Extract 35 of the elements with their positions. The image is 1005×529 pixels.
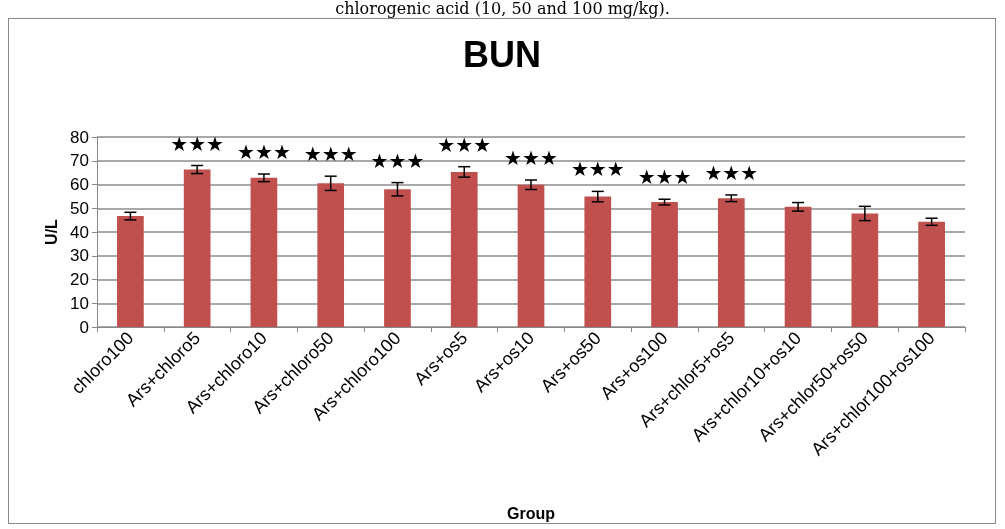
y-tick-label: 30 bbox=[70, 246, 89, 266]
bar bbox=[450, 171, 478, 327]
y-tick-label: 80 bbox=[70, 127, 89, 147]
y-tick-label: 70 bbox=[70, 151, 89, 171]
y-tick-label: 20 bbox=[70, 270, 89, 289]
y-tick-label: 40 bbox=[70, 222, 89, 242]
annotation: ★★★ bbox=[237, 140, 291, 165]
y-tick-label: 10 bbox=[70, 293, 89, 313]
bar bbox=[517, 184, 545, 327]
annotation: ★★★ bbox=[637, 165, 692, 190]
bar bbox=[918, 221, 945, 327]
y-tick-label: 50 bbox=[70, 198, 89, 218]
y-tick-label: 60 bbox=[70, 175, 89, 194]
bar bbox=[717, 198, 745, 327]
annotation: ★★★ bbox=[570, 157, 625, 182]
y-tick-label: 0 bbox=[79, 317, 89, 337]
bar bbox=[851, 213, 879, 327]
annotation: ★★★ bbox=[370, 148, 425, 173]
chart-title: BUN bbox=[463, 33, 541, 75]
bar bbox=[651, 202, 678, 327]
bar bbox=[384, 189, 411, 327]
annotation: ★★★ bbox=[437, 132, 492, 157]
bar bbox=[117, 216, 144, 327]
bar bbox=[183, 169, 211, 327]
annotation: ★★★ bbox=[303, 142, 358, 167]
bar bbox=[250, 177, 278, 327]
text: chlorogenic acid (10, 50 and 100 mg/kg). bbox=[334, 0, 671, 18]
x-axis-title: Group bbox=[507, 504, 556, 522]
annotation: ★★★ bbox=[504, 145, 558, 170]
bar bbox=[317, 183, 345, 327]
bar bbox=[584, 196, 612, 327]
bar bbox=[784, 206, 812, 327]
annotation: ★★★ bbox=[704, 160, 759, 185]
annotation: ★★★ bbox=[170, 131, 225, 156]
y-axis-title: U/L bbox=[42, 218, 60, 245]
